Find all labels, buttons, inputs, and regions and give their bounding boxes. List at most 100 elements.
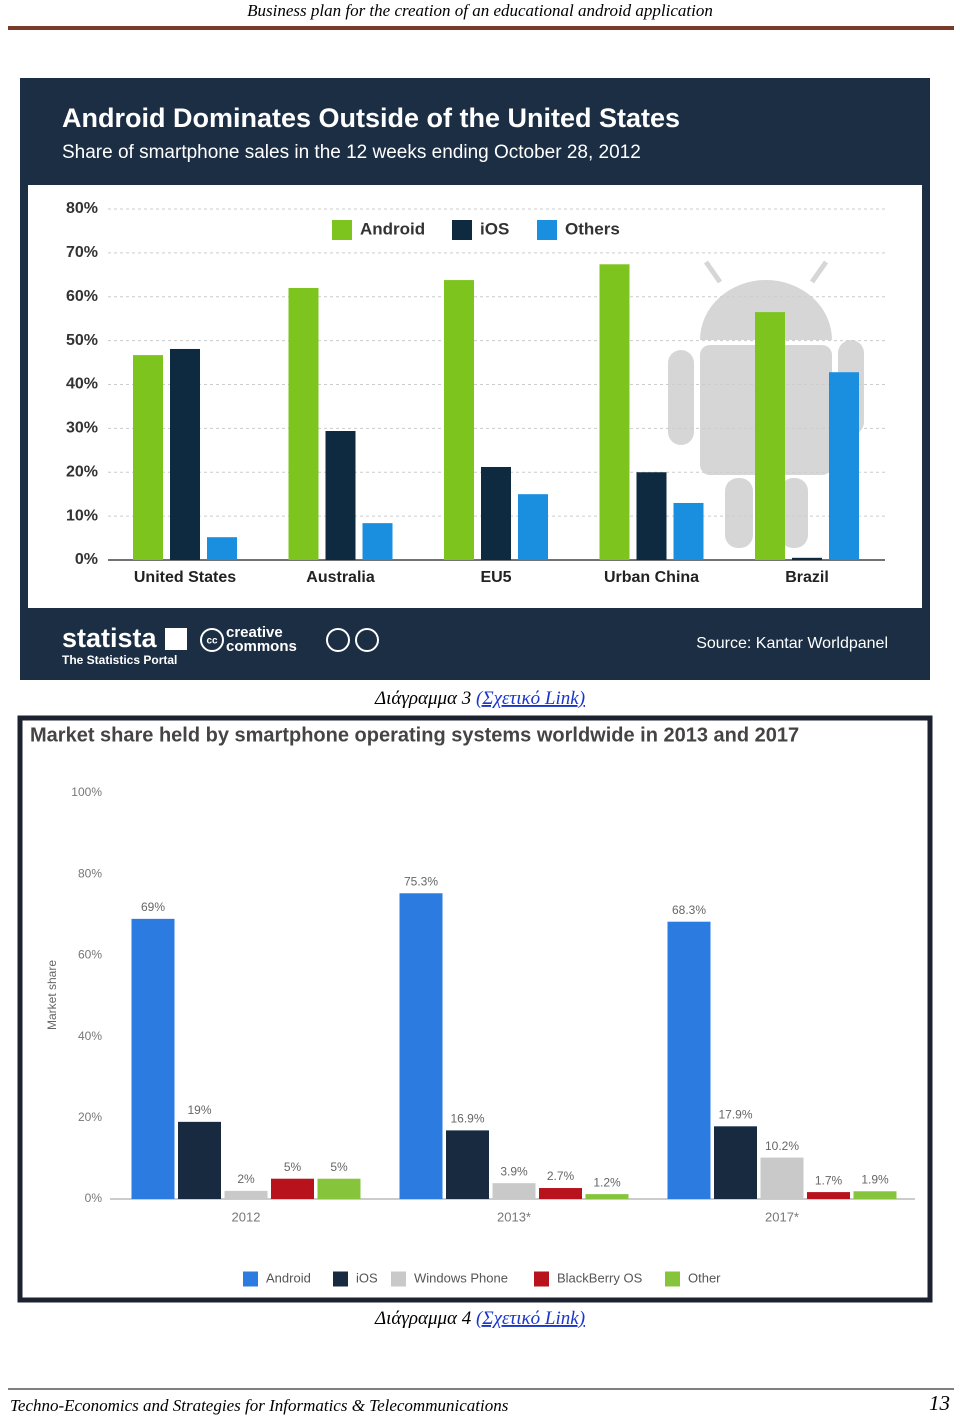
value-label: 1.9%	[861, 1172, 889, 1186]
bar	[399, 893, 443, 1199]
legend-swatch	[332, 220, 352, 240]
bar	[492, 1183, 536, 1199]
value-label: 68.3%	[672, 903, 706, 917]
chart-title: Market share held by smartphone operatin…	[30, 724, 799, 746]
caption: Διάγραμμα 3 (Σχετικό Link)	[374, 688, 585, 709]
y-tick-label: 20%	[66, 463, 98, 480]
bar	[481, 466, 511, 560]
y-tick-label: 60%	[66, 288, 98, 305]
caption: Διάγραμμα 4 (Σχετικό Link)	[374, 1308, 585, 1329]
x-tick-label: United States	[134, 569, 236, 586]
value-label: 3.9%	[500, 1164, 528, 1178]
y-tick-label: 80%	[66, 200, 98, 217]
brand-logo	[165, 628, 187, 650]
bar	[325, 431, 356, 560]
bar	[792, 557, 822, 560]
x-tick-label: 2017*	[765, 1209, 799, 1224]
y-tick-label: 100%	[71, 785, 102, 799]
legend-label: iOS	[480, 219, 509, 238]
bar	[446, 1130, 489, 1199]
bar	[170, 348, 200, 560]
bar	[317, 1178, 361, 1199]
value-label: 5%	[330, 1160, 348, 1174]
legend-label: Android	[266, 1270, 311, 1285]
caption-label: Διάγραμμα 3	[374, 688, 471, 709]
legend-swatch	[243, 1271, 258, 1287]
bar	[755, 312, 785, 560]
bar	[539, 1188, 582, 1199]
bar	[667, 921, 711, 1199]
legend-swatch	[333, 1271, 348, 1287]
y-tick-label: 80%	[78, 866, 102, 880]
caption-link[interactable]: (Σχετικό Link)	[476, 1308, 585, 1329]
value-label: 19%	[187, 1103, 211, 1117]
brand-subtitle: The Statistics Portal	[62, 653, 177, 667]
cc-icon-text: cc	[206, 636, 218, 647]
y-tick-label: 0%	[75, 551, 98, 568]
x-tick-label: Australia	[306, 569, 375, 586]
bar	[133, 355, 163, 560]
bar	[585, 1194, 629, 1199]
y-tick-label: 40%	[78, 1029, 102, 1043]
y-tick-label: 60%	[78, 948, 102, 962]
bar	[207, 537, 237, 560]
y-tick-label: 20%	[78, 1110, 102, 1124]
bar	[853, 1191, 897, 1199]
bar	[518, 494, 548, 560]
source: Source: Kantar Worldpanel	[696, 635, 888, 652]
bar	[288, 287, 319, 560]
bar	[714, 1126, 757, 1199]
by-icon	[326, 628, 350, 652]
legend-label: Others	[565, 219, 620, 238]
x-tick-label: 2012	[232, 1209, 261, 1224]
bar	[271, 1178, 314, 1199]
bar	[636, 472, 667, 560]
y-tick-label: 40%	[66, 376, 98, 393]
value-label: 17.9%	[718, 1107, 752, 1121]
legend-swatch	[391, 1271, 406, 1287]
nd-icon	[355, 628, 379, 652]
x-tick-label: 2013*	[497, 1209, 531, 1224]
license-line: creative	[226, 624, 283, 641]
page-number: 13	[929, 1391, 950, 1415]
x-tick-label: Brazil	[785, 569, 829, 586]
value-label: 10.2%	[765, 1139, 799, 1153]
bar	[673, 502, 704, 560]
value-label: 75.3%	[404, 874, 438, 888]
y-tick-label: 10%	[66, 507, 98, 524]
y-tick-label: 50%	[66, 332, 98, 349]
bar	[224, 1190, 268, 1199]
caption-label: Διάγραμμα 4	[374, 1308, 472, 1329]
legend-label: Android	[360, 219, 425, 238]
value-label: 16.9%	[450, 1112, 484, 1126]
caption-link[interactable]: (Σχετικό Link)	[476, 688, 585, 709]
legend-label: iOS	[356, 1270, 378, 1285]
y-tick-label: 70%	[66, 244, 98, 261]
legend-swatch	[534, 1271, 549, 1287]
legend-swatch	[537, 220, 557, 240]
legend-label: Other	[688, 1270, 721, 1285]
legend-swatch	[452, 220, 472, 240]
value-label: 2%	[237, 1172, 255, 1186]
bar	[829, 372, 859, 560]
running-header: Business plan for the creation of an edu…	[247, 1, 713, 20]
legend-swatch	[665, 1271, 680, 1287]
bar	[178, 1121, 221, 1199]
footer-text: Techno-Economics and Strategies for Info…	[10, 1396, 509, 1415]
value-label: 69%	[141, 900, 165, 914]
license-line: commons	[226, 638, 297, 655]
x-tick-label: Urban China	[604, 569, 699, 586]
bar	[362, 523, 393, 560]
legend-label: Windows Phone	[414, 1270, 508, 1285]
bar	[807, 1192, 850, 1199]
chart-subtitle: Share of smartphone sales in the 12 week…	[62, 142, 641, 163]
y-axis-label: Market share	[45, 960, 59, 1030]
value-label: 1.7%	[815, 1173, 843, 1187]
value-label: 2.7%	[547, 1169, 575, 1183]
chart-title: Android Dominates Outside of the United …	[62, 103, 680, 133]
header-rule	[8, 26, 954, 30]
cc-icon	[200, 628, 224, 652]
bar	[131, 918, 175, 1199]
